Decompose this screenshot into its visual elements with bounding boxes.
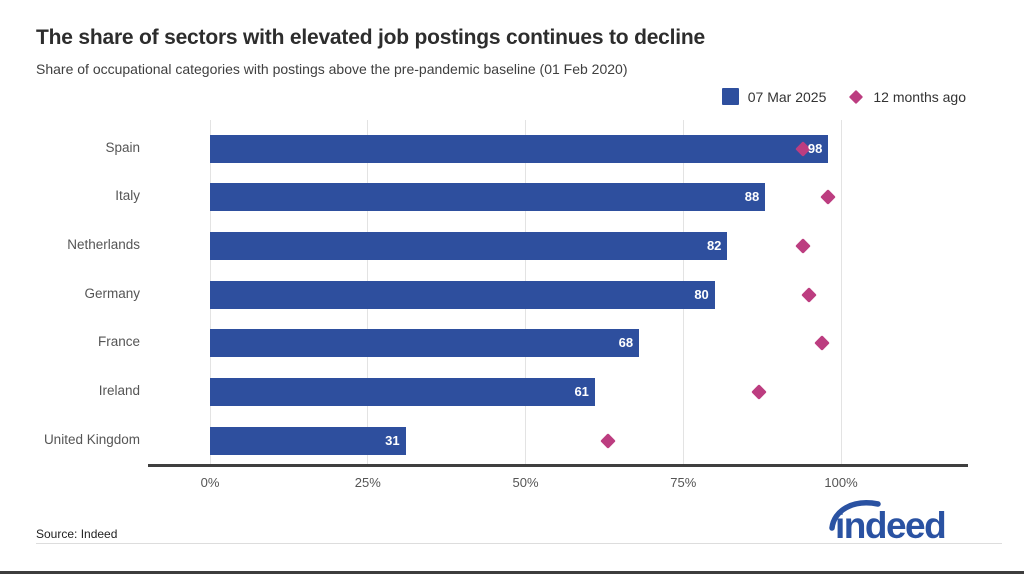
- bar-spain: [210, 134, 829, 163]
- diamond-marker-france: [814, 335, 830, 351]
- x-tick-50%: 50%: [512, 475, 539, 490]
- bottom-border: [0, 571, 1024, 574]
- bar-value-ireland: 61: [574, 383, 589, 399]
- category-label-ireland: Ireland: [98, 382, 140, 398]
- indeed-logo-text: indeed: [835, 505, 945, 543]
- bar-netherlands: [210, 231, 728, 260]
- x-tick-25%: 25%: [354, 475, 381, 490]
- diamond-marker-germany: [801, 286, 818, 303]
- bar-value-spain: 98: [807, 140, 823, 156]
- indeed-logo-swoosh-icon: [829, 500, 881, 531]
- legend-square-swatch-icon: [721, 88, 739, 105]
- footer-divider: [36, 543, 1002, 544]
- bar-value-france: 68: [618, 335, 634, 351]
- bar-value-italy: 88: [744, 189, 760, 205]
- x-tick-100%: 100%: [824, 475, 858, 490]
- legend-label-previous: 12 months ago: [873, 88, 966, 105]
- bar-value-united-kingdom: 31: [385, 432, 400, 448]
- gridline-100%: [840, 120, 842, 466]
- bar-france: [210, 329, 640, 358]
- category-label-germany: Germany: [84, 285, 140, 301]
- bar-value-germany: 80: [694, 286, 709, 302]
- legend: 07 Mar 2025 12 months ago: [721, 88, 966, 105]
- source-note: Source: Indeed: [36, 527, 118, 541]
- bar-italy: [210, 183, 766, 212]
- diamond-marker-united-kingdom: [599, 432, 616, 449]
- x-axis-line: [148, 464, 968, 467]
- indeed-logo: indeed: [829, 500, 947, 543]
- legend-label-current: 07 Mar 2025: [747, 88, 827, 105]
- x-tick-0%: 0%: [200, 475, 220, 490]
- legend-item-previous: 12 months ago: [848, 89, 966, 105]
- diamond-marker-ireland: [751, 384, 767, 400]
- legend-item-current: 07 Mar 2025: [721, 88, 827, 105]
- bar-united-kingdom: [210, 426, 406, 455]
- bar-value-netherlands: 82: [706, 237, 722, 253]
- page-subtitle: Share of occupational categories with po…: [36, 61, 628, 77]
- x-tick-75%: 75%: [670, 475, 697, 490]
- diamond-marker-netherlands: [795, 238, 811, 254]
- category-label-france: France: [97, 334, 140, 350]
- category-label-spain: Spain: [105, 139, 140, 155]
- category-label-italy: Italy: [115, 188, 140, 204]
- page-title: The share of sectors with elevated job p…: [36, 26, 706, 49]
- category-label-united-kingdom: United Kingdom: [43, 431, 140, 447]
- category-label-netherlands: Netherlands: [67, 236, 140, 252]
- diamond-marker-italy: [820, 189, 837, 205]
- bar-germany: [210, 280, 715, 309]
- bar-ireland: [210, 377, 595, 406]
